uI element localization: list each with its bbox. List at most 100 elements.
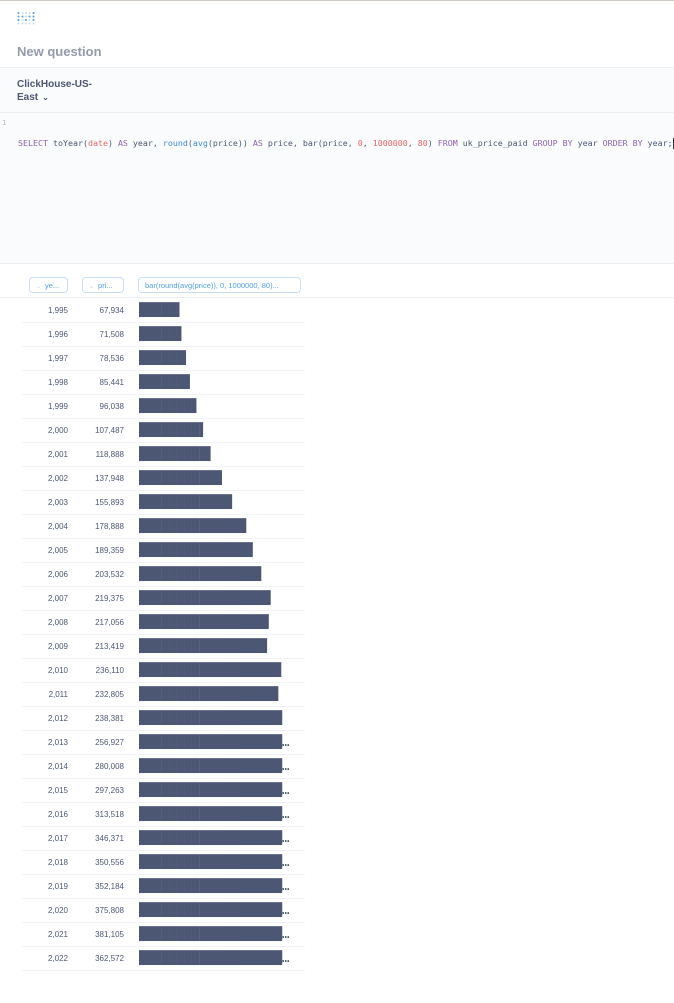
cell-year[interactable]: 2,022 bbox=[47, 954, 68, 963]
database-name: ClickHouse-US-East bbox=[17, 79, 93, 103]
cell-year[interactable]: 2,020 bbox=[47, 906, 68, 915]
cell-year[interactable]: 2,005 bbox=[47, 546, 68, 555]
cell-bar[interactable]: ████████████████████████████▏ bbox=[139, 878, 297, 893]
cell-year[interactable]: 2,011 bbox=[48, 690, 68, 699]
column-header-bar[interactable]: bar(round(avg(price)), 0, 1000000, 80)..… bbox=[138, 277, 301, 293]
cell-price[interactable]: 78,536 bbox=[99, 354, 124, 363]
cell-year[interactable]: 2,000 bbox=[47, 426, 68, 435]
cell-year[interactable]: 2,019 bbox=[47, 882, 68, 891]
cell-price[interactable]: 362,572 bbox=[95, 954, 124, 963]
table-row: 2,016 313,518 █████████████████████████ bbox=[22, 802, 305, 827]
cell-price[interactable]: 96,038 bbox=[99, 402, 124, 411]
cell-year[interactable]: 2,009 bbox=[47, 642, 68, 651]
cell-price[interactable]: 375,808 bbox=[95, 906, 124, 915]
cell-price[interactable]: 137,948 bbox=[95, 474, 124, 483]
cell-bar[interactable]: ██████████████████████▍ bbox=[139, 758, 297, 773]
cell-year[interactable]: 1,999 bbox=[47, 402, 68, 411]
cell-bar[interactable]: ██████████████████████████████ bbox=[139, 902, 297, 917]
cell-year[interactable]: 1,996 bbox=[47, 330, 68, 339]
metabase-logo[interactable] bbox=[17, 11, 35, 25]
cell-price[interactable]: 71,508 bbox=[99, 330, 124, 339]
cell-price[interactable]: 67,934 bbox=[99, 306, 124, 315]
cell-year[interactable]: 2,003 bbox=[47, 498, 68, 507]
cell-bar[interactable]: ███████▋ bbox=[139, 398, 200, 413]
cell-price[interactable]: 313,518 bbox=[95, 810, 124, 819]
cell-bar[interactable]: ████████████████████████████ bbox=[139, 854, 297, 869]
cell-year[interactable]: 2,017 bbox=[47, 834, 68, 843]
table-row: 2,008 217,056 █████████████████▎ bbox=[22, 610, 305, 635]
header-divider bbox=[0, 297, 674, 298]
cell-bar[interactable]: ██████████████████▉ bbox=[139, 662, 282, 677]
cell-price[interactable]: 381,105 bbox=[95, 930, 124, 939]
cell-year[interactable]: 1,995 bbox=[47, 306, 68, 315]
cell-price[interactable]: 178,888 bbox=[95, 522, 124, 531]
cell-price[interactable]: 297,263 bbox=[95, 786, 124, 795]
cell-price[interactable]: 280,008 bbox=[95, 762, 124, 771]
cell-price[interactable]: 236,110 bbox=[95, 666, 124, 675]
sql-editor[interactable]: 1 SELECT toYear(date) AS year, round(avg… bbox=[0, 118, 674, 149]
sql-query-text[interactable]: SELECT toYear(date) AS year, round(avg(p… bbox=[18, 138, 674, 149]
cell-bar[interactable]: █████████████████▎ bbox=[139, 614, 275, 629]
cell-year[interactable]: 2,004 bbox=[47, 522, 68, 531]
cell-price[interactable]: 346,371 bbox=[95, 834, 124, 843]
cell-bar[interactable]: █████▍ bbox=[139, 302, 185, 317]
cell-year[interactable]: 2,014 bbox=[47, 762, 68, 771]
cell-bar[interactable]: █████████████████ bbox=[139, 638, 267, 653]
cell-bar[interactable]: ███████████████▏ bbox=[139, 542, 260, 557]
cell-price[interactable]: 350,556 bbox=[95, 858, 124, 867]
cell-bar[interactable]: ██████▊ bbox=[139, 374, 192, 389]
cell-price[interactable]: 219,375 bbox=[95, 594, 124, 603]
cell-year[interactable]: 2,015 bbox=[47, 786, 68, 795]
cell-bar[interactable]: ███████████████████████████▋ bbox=[139, 830, 297, 845]
column-label: ye... bbox=[45, 281, 60, 290]
cell-bar[interactable]: █████████▌ bbox=[139, 446, 215, 461]
cell-price[interactable]: 85,441 bbox=[99, 378, 124, 387]
cell-bar[interactable]: ███████████████████████▊ bbox=[139, 782, 297, 797]
cell-price[interactable]: 107,487 bbox=[95, 426, 124, 435]
cell-bar[interactable]: ████████▌ bbox=[139, 422, 207, 437]
cell-price[interactable]: 217,056 bbox=[95, 618, 124, 627]
cell-price[interactable]: 352,184 bbox=[95, 882, 124, 891]
chevron-down-icon: ⌄ bbox=[42, 93, 49, 102]
cell-price[interactable]: 256,927 bbox=[95, 738, 124, 747]
cell-year[interactable]: 2,007 bbox=[47, 594, 68, 603]
cell-bar[interactable]: ██████▎ bbox=[139, 350, 192, 365]
cell-year[interactable]: 2,010 bbox=[47, 666, 68, 675]
cell-bar[interactable]: ████████████████████▌ bbox=[139, 734, 297, 749]
cell-year[interactable]: 2,013 bbox=[47, 738, 68, 747]
cell-bar[interactable]: ██████████████████▌ bbox=[139, 686, 282, 701]
cell-price[interactable]: 213,419 bbox=[95, 642, 124, 651]
database-picker[interactable]: ClickHouse-US-East ⌄ bbox=[17, 78, 97, 104]
cell-bar[interactable]: █████▋ bbox=[139, 326, 185, 341]
cell-bar[interactable]: ██████████████▎ bbox=[139, 518, 252, 533]
cell-price[interactable]: 118,888 bbox=[95, 450, 124, 459]
cell-price[interactable]: 203,532 bbox=[95, 570, 124, 579]
cell-year[interactable]: 2,002 bbox=[47, 474, 68, 483]
table-row: 1,999 96,038 ███████▋ bbox=[22, 394, 305, 419]
cell-year[interactable]: 1,998 bbox=[47, 378, 68, 387]
cell-bar[interactable]: ███████████████████ bbox=[139, 710, 282, 725]
table-row: 2,001 118,888 █████████▌ bbox=[22, 442, 305, 467]
cell-bar[interactable]: █████████████████▌ bbox=[139, 590, 275, 605]
cell-bar[interactable]: █████████████████████████ bbox=[139, 806, 297, 821]
cell-bar[interactable]: ████████████████▎ bbox=[139, 566, 267, 581]
cell-price[interactable]: 189,359 bbox=[95, 546, 124, 555]
cell-bar[interactable]: ████████████▍ bbox=[139, 494, 237, 509]
cell-price[interactable]: 232,805 bbox=[95, 690, 124, 699]
cell-year[interactable]: 2,012 bbox=[47, 714, 68, 723]
table-row: 2,012 238,381 ███████████████████ bbox=[22, 706, 305, 731]
cell-year[interactable]: 2,006 bbox=[47, 570, 68, 579]
cell-year[interactable]: 2,001 bbox=[47, 450, 68, 459]
cell-year[interactable]: 2,021 bbox=[47, 930, 68, 939]
cell-year[interactable]: 2,008 bbox=[47, 618, 68, 627]
column-header-year[interactable]: ⌄ ye... bbox=[29, 277, 68, 293]
cell-year[interactable]: 2,018 bbox=[47, 858, 68, 867]
cell-year[interactable]: 1,997 bbox=[47, 354, 68, 363]
cell-bar[interactable]: █████████████████████████████ bbox=[139, 950, 297, 965]
cell-year[interactable]: 2,016 bbox=[47, 810, 68, 819]
cell-price[interactable]: 238,381 bbox=[95, 714, 124, 723]
column-header-price[interactable]: ⌄ pri... bbox=[82, 277, 124, 293]
cell-price[interactable]: 155,893 bbox=[95, 498, 124, 507]
cell-bar[interactable]: ███████████ bbox=[139, 470, 222, 485]
cell-bar[interactable]: ██████████████████████████████▍ bbox=[139, 926, 297, 941]
